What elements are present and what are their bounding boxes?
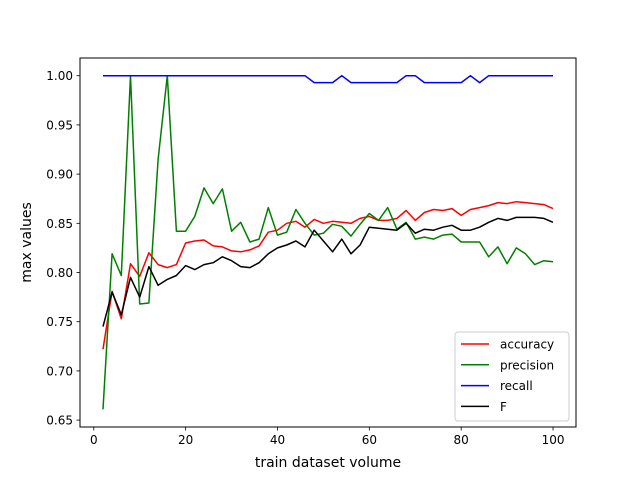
x-tick-label: 80 [454,433,469,447]
legend-box [454,331,570,422]
y-tick-label: 1.00 [46,69,73,83]
axes-frame [79,57,577,428]
x-tick-label: 100 [542,433,565,447]
y-tick-label: 0.70 [46,364,73,378]
legend-label-f: F [500,400,507,414]
legend-label-accuracy: accuracy [500,338,554,352]
series-line-f [102,216,554,327]
y-tick-label: 0.90 [46,168,73,182]
y-axis-label: max values [19,202,35,283]
x-tick-label: 40 [270,433,285,447]
legend-label-precision: precision [500,358,554,372]
x-tick-label: 20 [178,433,193,447]
x-axis-label: train dataset volume [255,455,401,471]
x-tick-label: 60 [362,433,377,447]
x-tick-label: 0 [90,433,98,447]
y-tick-label: 0.95 [46,118,73,132]
y-tick-label: 0.80 [46,266,73,280]
series-line-recall [103,74,553,84]
series-line-accuracy [102,200,554,350]
y-tick-label: 0.85 [46,217,73,231]
series-line-precision [102,74,554,410]
plot-area [102,74,554,410]
y-tick-label: 0.75 [46,315,73,329]
legend-label-recall: recall [500,379,533,393]
y-tick-label: 0.65 [46,414,73,428]
legend: accuracy precision recall F [454,331,570,422]
axis-ticks: 0 20 40 60 80 100 0.65 0.70 0.75 0.80 0.85 0.90 0.95… [46,69,564,447]
